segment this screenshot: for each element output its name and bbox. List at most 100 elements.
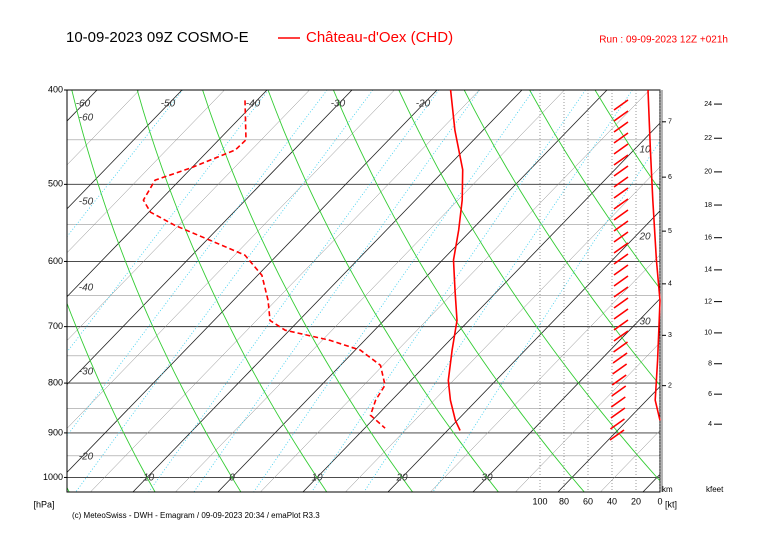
kfeet-tick-label: 18 [704, 202, 712, 209]
km-tick-label: 6 [668, 174, 672, 181]
kfeet-tick-label: 24 [704, 101, 712, 108]
isotherm-label: 10 [311, 473, 323, 484]
dewpoint-line [142, 100, 386, 429]
wind-barb [612, 363, 628, 375]
dry-adiabat [136, 90, 328, 492]
wind-barb [613, 286, 629, 298]
isotherm [67, 90, 183, 210]
isotherm [0, 90, 55, 492]
isoline-label: 20 [638, 232, 651, 243]
kfeet-tick-label: 20 [704, 169, 712, 176]
kfeet-tick-label: 6 [708, 391, 712, 398]
mixing-ratio [67, 90, 328, 437]
wind-barb [613, 187, 629, 199]
run-info: Run : 09-09-2023 12Z +021h [599, 35, 728, 46]
wind-barb [611, 385, 627, 397]
kfeet-tick-label: 4 [708, 421, 712, 428]
y-tick-label: 500 [48, 179, 63, 189]
wind-barb [613, 330, 629, 342]
adiabat-label: -60 [79, 113, 94, 124]
wind-barb [609, 429, 625, 441]
x-tick-label: 100 [532, 496, 547, 506]
x-axis-label: [kt] [665, 499, 677, 509]
isotherm [642, 473, 660, 492]
dry-adiabat [267, 90, 499, 492]
x-tick-label: 20 [631, 496, 641, 506]
isotherm [67, 90, 438, 473]
isotherm [67, 90, 310, 341]
isotherm [472, 298, 660, 492]
adiabat-label: -30 [79, 367, 94, 378]
kfeet-tick-label: 16 [704, 235, 712, 242]
dry-adiabat [726, 90, 766, 494]
wind-barb [613, 319, 629, 331]
km-tick-label: 3 [668, 332, 672, 339]
kfeet-tick-label: 14 [704, 267, 712, 274]
adiabat-label: -50 [79, 197, 94, 208]
isotherm [67, 90, 395, 429]
wind-barb [613, 99, 629, 111]
isotherm [67, 90, 225, 254]
wind-barb [613, 132, 629, 144]
dry-adiabat [529, 90, 660, 290]
wind-barb [613, 121, 629, 133]
wind-barb [613, 209, 629, 221]
isotherm-label: -40 [246, 99, 261, 110]
y-tick-label: 600 [48, 256, 63, 266]
x-tick-label: 0 [657, 496, 662, 506]
chart-title: 10-09-2023 09Z COSMO-E [66, 29, 249, 46]
wind-barb [610, 407, 626, 419]
y-tick-label: 900 [48, 427, 63, 437]
wind-barb [613, 165, 629, 177]
mixing-ratio [193, 90, 481, 492]
isotherm [175, 90, 565, 492]
wind-barb [613, 242, 629, 254]
isotherm-label: -20 [416, 99, 431, 110]
km-tick-label: 7 [668, 119, 672, 126]
y-axis-label: [hPa] [33, 499, 54, 509]
wind-barb [613, 110, 629, 122]
kfeet-tick-label: 10 [704, 330, 712, 337]
y-tick-label: 1000 [43, 472, 63, 482]
kfeet-tick-label: 8 [708, 361, 712, 368]
background-grid [0, 90, 766, 494]
wind-barb [613, 231, 629, 243]
wind-barb [613, 154, 629, 166]
dry-adiabat [202, 90, 414, 492]
isotherm [302, 122, 660, 492]
isoline-label: 10 [639, 145, 651, 156]
isotherm [67, 90, 140, 166]
wind-barb [613, 308, 629, 320]
dry-adiabat [463, 90, 660, 386]
isotherm [515, 342, 660, 492]
y-tick-label: 700 [48, 321, 63, 331]
mixing-ratio [363, 90, 633, 492]
y-tick-label: 800 [48, 377, 63, 387]
wind-barb [613, 143, 629, 155]
km-tick-label: 2 [668, 383, 672, 390]
isotherm-label: -10 [140, 473, 155, 484]
isotherm [90, 90, 480, 492]
wind-barb [613, 253, 629, 265]
wind-barb [613, 264, 629, 276]
isotherm [430, 254, 660, 492]
kfeet-label: kfeet [706, 485, 724, 494]
isotherm-label: 30 [481, 473, 493, 484]
y-tick-label: 400 [48, 84, 63, 94]
isotherm-label: 0 [229, 473, 235, 484]
isotherm [67, 90, 268, 298]
isotherm [132, 90, 523, 492]
mixing-ratio [75, 90, 374, 492]
mixing-ratio [432, 140, 660, 492]
isotherm [557, 385, 660, 492]
wind-barb [613, 176, 629, 188]
isotherm [67, 90, 353, 386]
isotherm-label: -50 [161, 99, 176, 110]
mixing-ratio [253, 90, 534, 492]
isoline-label: 30 [639, 317, 651, 328]
isotherm-label: -30 [331, 99, 346, 110]
km-tick-label: 4 [668, 281, 672, 288]
kfeet-tick-label: 22 [704, 135, 712, 142]
adiabat-label: -20 [79, 452, 94, 463]
dry-adiabat [67, 302, 156, 492]
